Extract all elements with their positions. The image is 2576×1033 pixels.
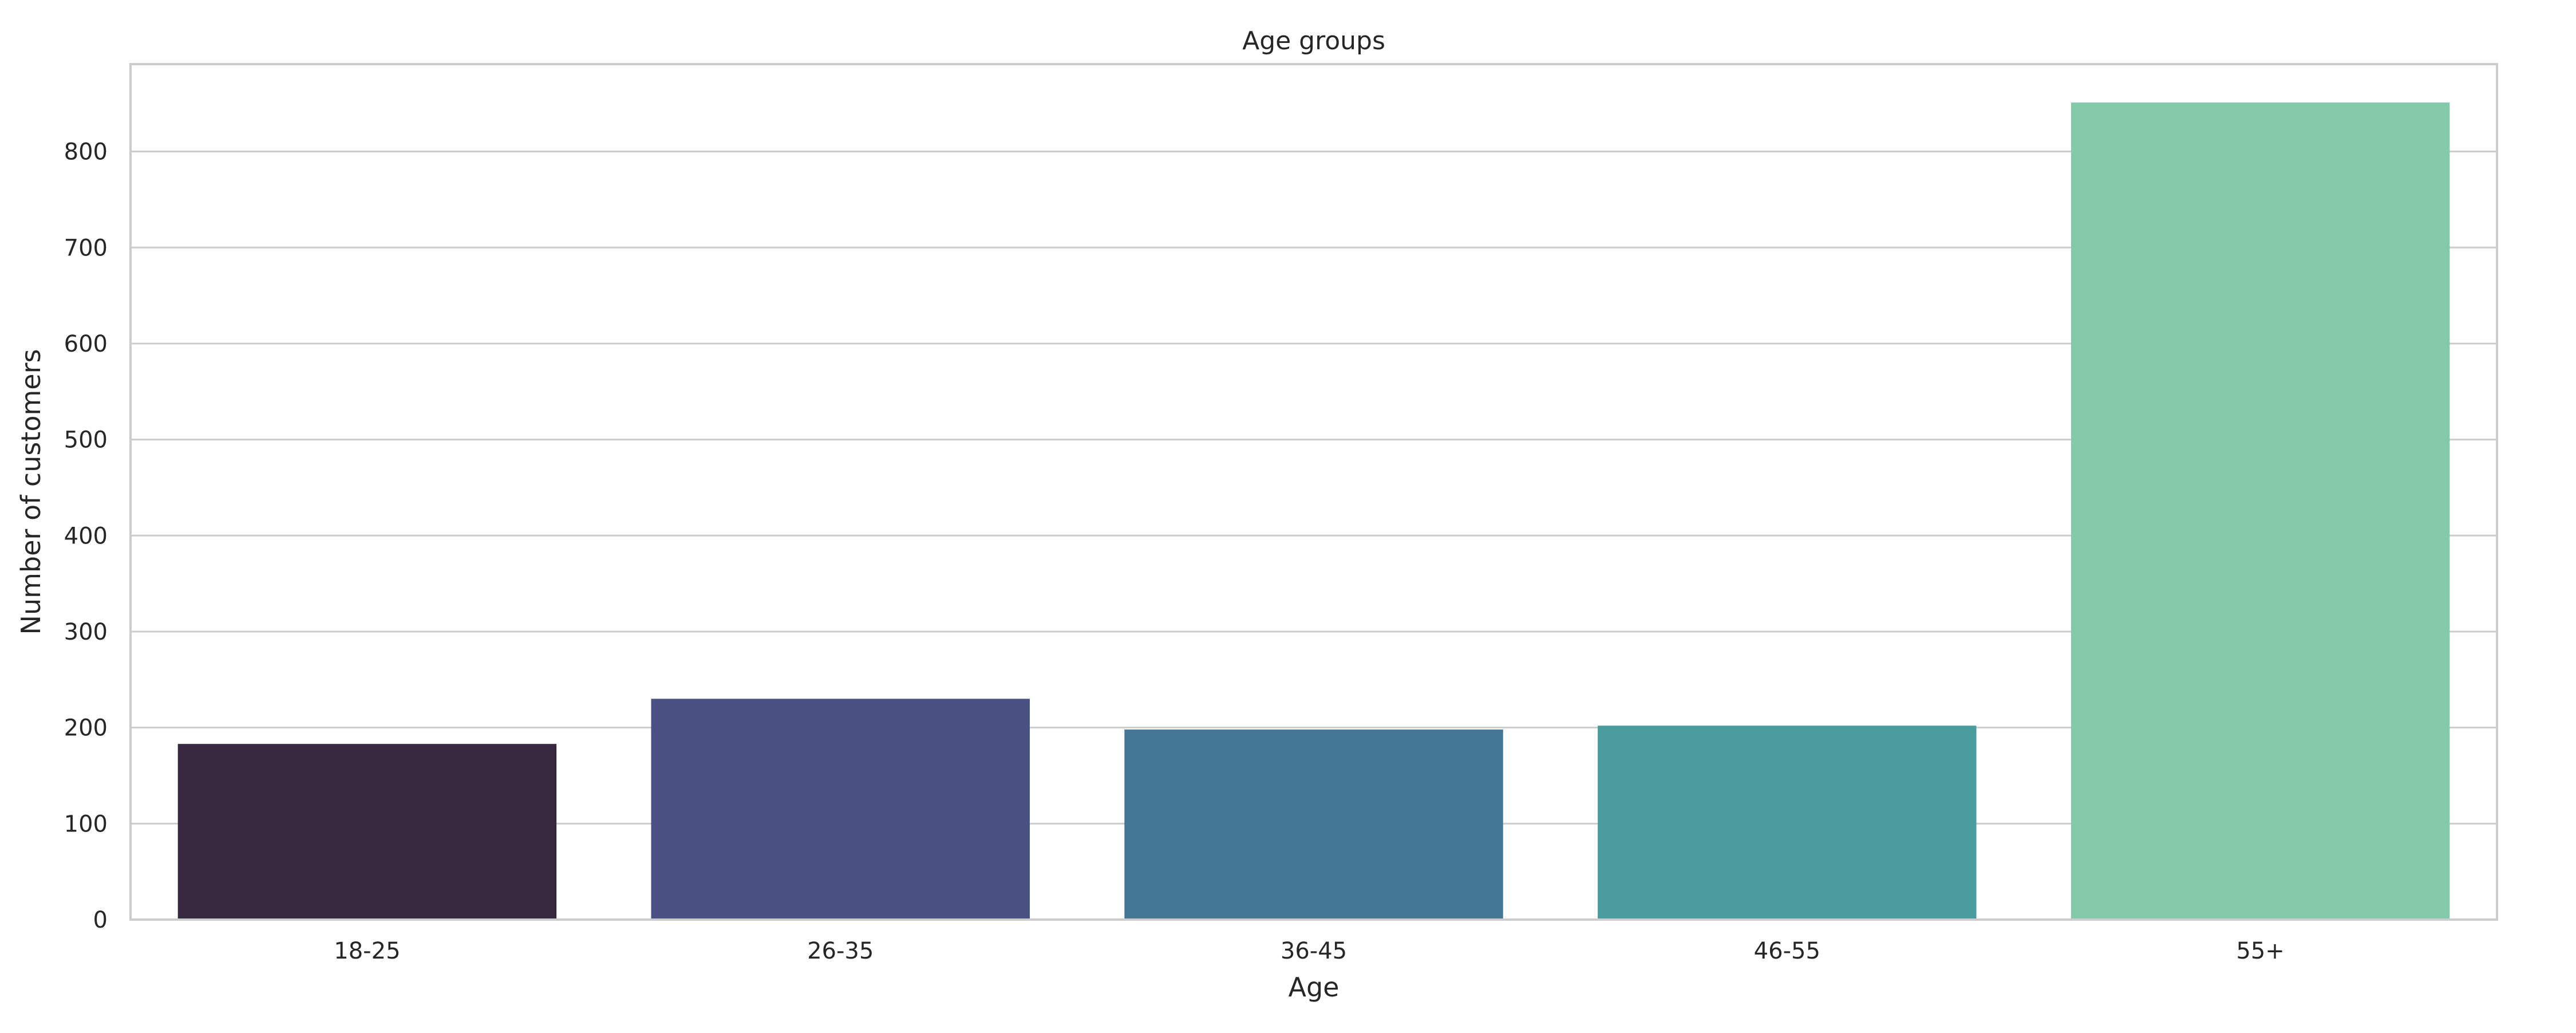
- y-tick-label: 800: [64, 139, 108, 165]
- x-axis-label: Age: [1289, 972, 1340, 1003]
- y-tick-label: 0: [93, 907, 108, 933]
- bar-36-45: [1124, 730, 1503, 920]
- bar-55+: [2071, 102, 2450, 920]
- x-tick-label: 36-45: [1281, 938, 1347, 964]
- x-tick-label: 26-35: [807, 938, 874, 964]
- y-tick-label: 600: [64, 331, 108, 357]
- bar-46-55: [1598, 726, 1977, 920]
- y-tick-label: 700: [64, 235, 108, 261]
- x-tick-label: 18-25: [334, 938, 400, 964]
- y-tick-label: 400: [64, 523, 108, 549]
- bars: [177, 102, 2450, 920]
- y-tick-label: 500: [64, 427, 108, 454]
- bar-26-35: [651, 699, 1030, 920]
- y-tick-label: 100: [64, 811, 108, 837]
- plot-frame: [129, 63, 2498, 921]
- y-tick-labels: 0 100 200 300 400 500 600 700 800: [64, 139, 108, 933]
- y-tick-label: 200: [64, 715, 108, 742]
- y-tick-label: 300: [64, 619, 108, 645]
- chart-title: Age groups: [1242, 26, 1385, 56]
- y-axis-label: Number of customers: [15, 349, 46, 635]
- x-tick-label: 46-55: [1754, 938, 1820, 964]
- bar-18-25: [177, 744, 557, 920]
- x-tick-labels: 18-25 26-35 36-45 46-55 55+: [334, 938, 2285, 964]
- x-tick-label: 55+: [2236, 938, 2284, 964]
